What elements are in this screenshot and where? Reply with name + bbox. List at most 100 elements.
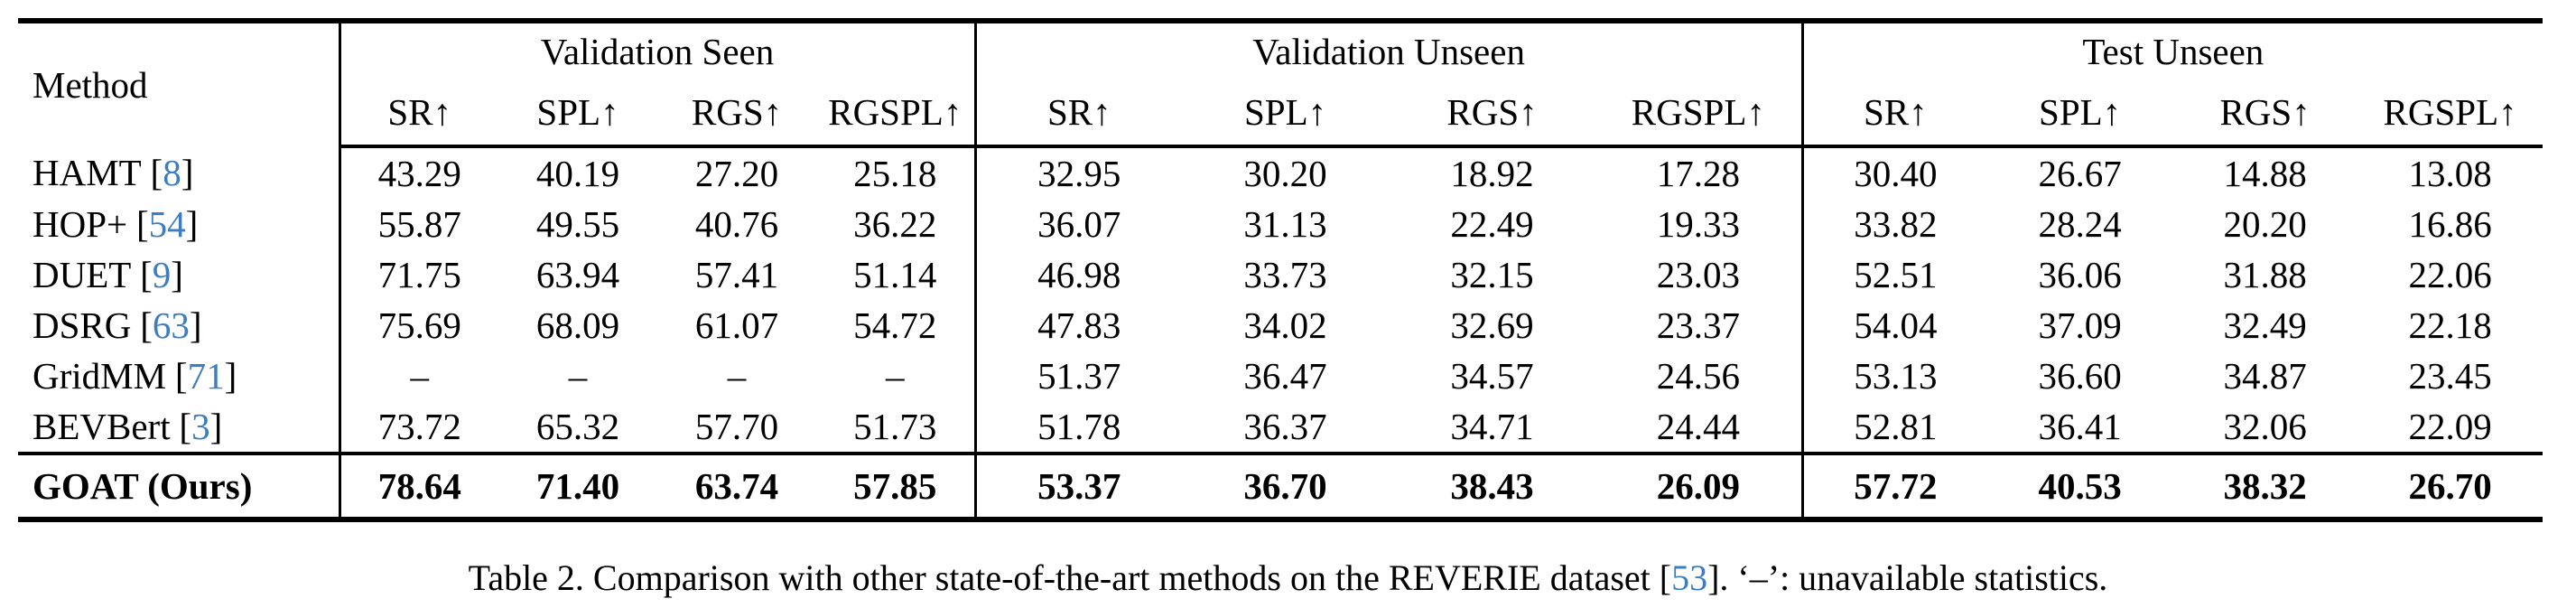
cell-vs-sr: 43.29 (338, 146, 498, 199)
cell-vs-rgspl: – (886, 355, 905, 397)
citation-link[interactable]: 8 (163, 152, 181, 193)
column-header-vu-sr: SR↑ (973, 80, 1183, 148)
method-cell: BEVBert [3] (18, 401, 339, 454)
citation-link[interactable]: 3 (191, 406, 210, 447)
cell-vu-rgs: 22.49 (1450, 203, 1534, 245)
cite-bracket-open: [ (179, 406, 192, 447)
cell-tu-rgspl: 26.70 (2357, 452, 2543, 519)
column-header-vu-spl: SPL↑ (1182, 80, 1390, 148)
cell-vu-rgspl: 26.09 (1595, 452, 1803, 519)
column-header-tu-rgspl: RGSPL↑ (2357, 80, 2543, 148)
cell-vs-rgs: 61.07 (694, 304, 779, 346)
method-name: DSRG (33, 304, 132, 346)
method-cell: DUET [9] (18, 249, 339, 300)
cell-vu-rgspl: 24.44 (1656, 406, 1740, 447)
cell-vu-rgs: 18.92 (1450, 153, 1534, 194)
cell-vu-rgs: 34.71 (1450, 406, 1534, 447)
method-name: GOAT (Ours) (33, 465, 253, 507)
cite-bracket-open: [ (135, 203, 149, 245)
method-name: DUET (33, 254, 132, 295)
cell-vu-rgs: 32.15 (1450, 254, 1534, 295)
column-header-vs-rgs: RGS↑ (657, 80, 816, 148)
cell-tu-spl: 36.06 (2038, 254, 2122, 295)
cell-tu-spl: 28.24 (2038, 203, 2122, 245)
cell-vs-rgs: 40.76 (694, 203, 779, 245)
cell-tu-rgspl: 22.06 (2408, 254, 2492, 295)
cell-vu-sr: 36.07 (973, 199, 1183, 249)
cell-vu-sr: 47.83 (973, 300, 1183, 351)
method-cell: GridMM [71] (18, 351, 339, 401)
column-header-vs-sr: SR↑ (338, 80, 498, 148)
table-header: Method Validation Seen Validation Unseen… (18, 21, 2543, 148)
cite-bracket-close: ] (181, 152, 194, 193)
cell-tu-rgs: 34.87 (2223, 355, 2307, 397)
cite-bracket-close: ] (185, 203, 199, 245)
cell-tu-rgspl: 23.45 (2408, 355, 2492, 397)
cell-vs-spl: 68.09 (535, 304, 620, 346)
group-header-test-unseen: Test Unseen (1800, 21, 2543, 80)
cell-vu-spl: 33.73 (1243, 254, 1327, 295)
column-header-vu-rgs: RGS↑ (1389, 80, 1596, 148)
cell-vs-spl: 63.94 (535, 254, 620, 295)
cell-vu-sr: 53.37 (973, 452, 1183, 519)
table-body: HAMT [8] 43.29 40.19 27.20 25.18 32.95 30… (18, 146, 2543, 519)
cell-tu-sr: 54.04 (1800, 300, 1988, 351)
cell-vs-rgspl: 51.73 (853, 406, 937, 447)
cell-tu-spl: 36.41 (2038, 406, 2122, 447)
cell-vs-rgs: 63.74 (657, 452, 816, 519)
cell-tu-sr: 52.81 (1800, 401, 1988, 454)
cell-tu-rgs: 14.88 (2223, 153, 2307, 194)
cell-vs-rgspl: 25.18 (853, 153, 937, 194)
cell-vu-spl: 34.02 (1243, 304, 1327, 346)
caption-citation-link[interactable]: 53 (1671, 557, 1708, 598)
cell-vs-spl: 65.32 (535, 406, 620, 447)
cell-vs-sr: – (338, 351, 498, 401)
cell-vs-rgs: 57.70 (694, 406, 779, 447)
cell-vu-spl: 31.13 (1243, 203, 1327, 245)
cell-vu-rgspl: 23.37 (1656, 304, 1740, 346)
citation-link[interactable]: 63 (152, 304, 190, 346)
table-row-duet: DUET [9] 71.75 63.94 57.41 51.14 46.98 33… (18, 249, 2543, 300)
method-cell: DSRG [63] (18, 300, 339, 351)
cell-tu-spl: 36.60 (2038, 355, 2122, 397)
column-header-vs-rgspl: RGSPL↑ (816, 80, 976, 148)
cell-vu-spl: 36.70 (1182, 452, 1390, 519)
column-header-tu-rgs: RGS↑ (2172, 80, 2358, 148)
cite-bracket-close: ] (1707, 557, 1720, 598)
cell-vu-spl: 36.47 (1243, 355, 1327, 397)
cell-tu-sr: 33.82 (1800, 199, 1988, 249)
cell-vs-rgs: – (727, 355, 747, 397)
cite-bracket-close: ] (189, 304, 202, 346)
cite-bracket-open: [ (140, 304, 153, 346)
cell-vs-rgspl: 36.22 (853, 203, 937, 245)
group-header-row: Method Validation Seen Validation Unseen… (18, 21, 2543, 106)
cell-vu-rgs: 38.43 (1389, 452, 1596, 519)
cell-tu-rgspl: 16.86 (2408, 203, 2492, 245)
cell-vs-sr: 75.69 (338, 300, 498, 351)
cell-vu-sr: 46.98 (973, 249, 1183, 300)
citation-link[interactable]: 9 (152, 254, 172, 295)
cite-bracket-open: [ (150, 152, 163, 193)
method-name: HAMT (33, 152, 142, 193)
cell-tu-rgs: 31.88 (2223, 254, 2307, 295)
cell-vs-sr: 55.87 (338, 199, 498, 249)
column-header-vu-rgspl: RGSPL↑ (1595, 80, 1803, 148)
cell-tu-rgs: 20.20 (2223, 203, 2307, 245)
column-header-vs-spl: SPL↑ (498, 80, 657, 148)
cell-vu-rgs: 34.57 (1450, 355, 1534, 397)
cell-vu-rgspl: 23.03 (1656, 254, 1740, 295)
cell-vu-rgspl: 17.28 (1656, 153, 1740, 194)
caption-text: Table 2. Comparison with other state-of-… (468, 557, 1660, 598)
citation-link[interactable]: 54 (148, 203, 186, 245)
citation-link[interactable]: 71 (187, 355, 225, 397)
cell-vs-spl: – (568, 355, 588, 397)
cell-vs-rgspl: 51.14 (853, 254, 937, 295)
cell-vu-spl: 36.37 (1243, 406, 1327, 447)
cite-bracket-open: [ (1659, 557, 1672, 598)
cell-tu-spl: 37.09 (2038, 304, 2122, 346)
cite-bracket-open: [ (140, 254, 153, 295)
cell-tu-rgspl: 22.18 (2408, 304, 2492, 346)
method-name: HOP+ (33, 203, 128, 245)
method-cell: GOAT (Ours) (18, 452, 339, 519)
